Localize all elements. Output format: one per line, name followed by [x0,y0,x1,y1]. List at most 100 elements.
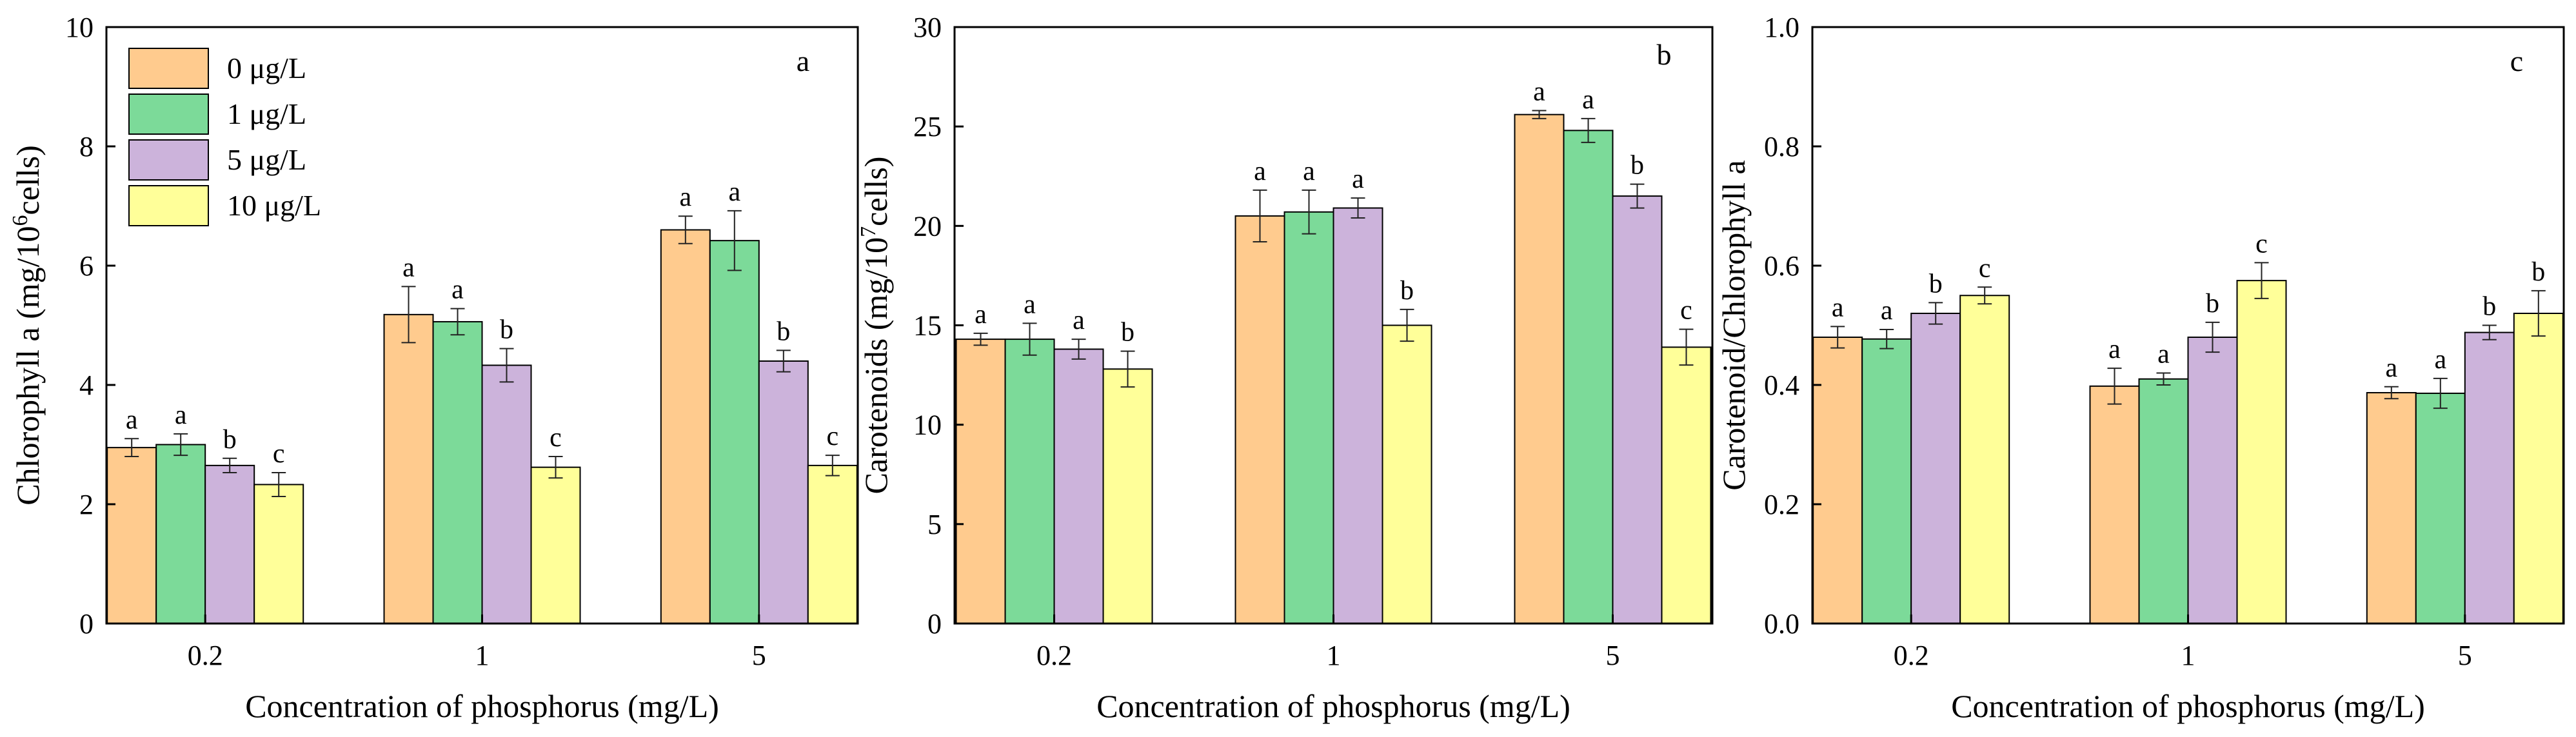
significance-letter: c [1680,296,1692,326]
error-bar [1120,350,1135,388]
significance-letter: a [1832,293,1844,322]
significance-letter: a [2157,340,2170,369]
error-bar [1022,322,1037,356]
legend-swatch [128,93,209,135]
error-bar [272,471,286,497]
legend-label: 0 μg/L [227,52,306,84]
x-axis-title: Concentration of phosphorus (mg/L) [1951,688,2425,724]
bar [955,339,1006,624]
legend-label: 10 μg/L [227,189,321,222]
bar [383,313,434,624]
y-tick-label: 0.8 [1764,131,1799,162]
error-bar [1879,328,1894,349]
y-axis-title-superscript: 7 [857,226,880,237]
error-bar [1830,326,1845,349]
significance-letter: c [550,423,562,453]
bar [2089,385,2140,624]
bar [2464,331,2515,624]
significance-letter: a [1073,306,1085,335]
legend-swatch [128,185,209,226]
x-tick-label: 5 [752,640,766,671]
error-bar [2433,377,2448,409]
panel-label: c [2510,44,2523,77]
y-tick-label: 8 [79,131,94,162]
bar [530,466,581,625]
error-bar [727,210,742,271]
error-bar [1679,328,1694,366]
significance-letter: a [1582,85,1594,115]
y-tick-label: 0 [927,608,942,640]
significance-letter: c [1979,253,1991,283]
y-tick-label: 10 [913,409,942,441]
significance-letter: b [2482,292,2496,322]
y-tick-label: 0.6 [1764,250,1799,282]
significance-letter: b [500,315,513,345]
significance-letter: a [1303,157,1315,186]
error-bar [825,455,840,477]
bar [1661,346,1712,625]
bar [1053,348,1104,624]
y-tick-label: 10 [65,12,94,43]
significance-letter: a [1881,296,1893,326]
bar [1812,337,1863,624]
bar [1563,130,1614,625]
y-tick-label: 15 [913,310,942,342]
y-axis-title-main: Carotenoids (mg/10 [858,237,894,495]
bar [2187,337,2238,624]
significance-letter: a [402,253,415,282]
significance-letter: a [126,405,138,435]
panel-carotenoid-chlorophyll-ratio: a a b c a a b c a a b b 0.0 0.2 0.4 0.6 0.8 1.0 0.2 1 5 Conce… [1716,12,2565,724]
bar [1004,339,1055,624]
bar [2513,313,2564,624]
error-bar [548,456,563,479]
y-axis-title-tail: cells) [10,145,46,215]
bar [1333,207,1383,625]
bar [1283,211,1334,624]
error-bar [973,332,988,346]
bar [2236,280,2287,624]
error-bar [1581,117,1596,143]
x-tick-label: 1 [1327,640,1341,671]
x-tick-label: 0.2 [188,640,223,671]
significance-letter: b [223,425,237,455]
y-axis-title-superscript: 6 [8,215,32,226]
x-axis-title: Concentration of phosphorus (mg/L) [1096,688,1570,724]
panel-chlorophyll-a: a a b c a a b c a a b c 0 2 4 6 8 10 0.2 1 5 Concentration of… [8,12,859,724]
error-bar [1302,189,1316,235]
error-bar [1351,197,1365,219]
significance-letter: a [975,300,987,329]
error-bar [2254,262,2269,299]
significance-letter: b [1630,151,1644,181]
y-tick-label: 30 [913,12,942,43]
y-tick-label: 4 [79,369,94,401]
bar [1861,338,1912,625]
significance-letter: a [1352,164,1364,194]
y-axis-title: Carotenoids (mg/107cells) [857,157,894,495]
y-axis-title-main: Carotenoid/Chlorophyll a [1716,160,1752,490]
x-tick-label: 1 [2181,640,2195,671]
error-bar [124,438,139,457]
x-tick-label: 5 [1605,640,1620,671]
x-tick-label: 0.2 [1036,640,1072,671]
bar [2138,378,2189,624]
bar [660,229,711,624]
error-bar [2156,372,2171,386]
significance-letter: b [777,317,790,346]
bar [106,447,157,624]
error-bar [1400,308,1414,342]
bar [1102,368,1153,624]
y-axis-title: Carotenoid/Chlorophyll a [1716,160,1752,490]
error-bar [2531,290,2546,337]
error-bar [173,433,188,457]
error-bar [1253,189,1267,242]
y-axis-title: Chlorophyll a (mg/106cells) [8,145,46,506]
legend-swatch [128,48,209,89]
significance-letter: b [2206,289,2219,319]
x-tick-label: 0.2 [1894,640,1929,671]
significance-letter: a [1254,157,1266,186]
legend: 0 μg/L 1 μg/L 5 μg/L 10 μg/L [128,48,321,226]
error-bar [1630,183,1645,209]
y-tick-label: 5 [927,509,942,540]
